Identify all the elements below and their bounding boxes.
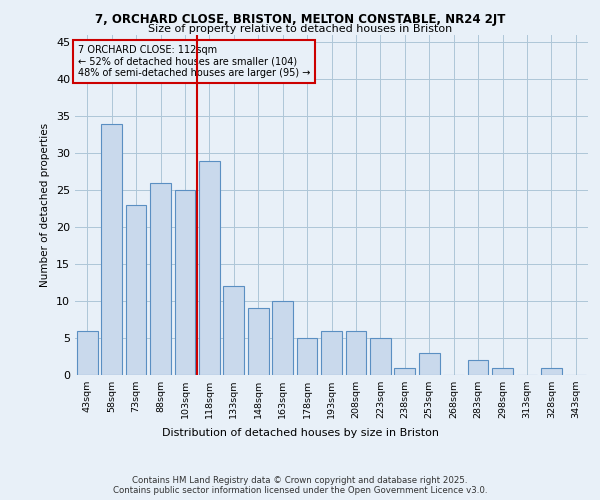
Bar (248, 308, 269, 375)
Bar (101, 124, 122, 375)
Bar (419, 353, 440, 375)
Text: Distribution of detached houses by size in Briston: Distribution of detached houses by size … (161, 428, 439, 438)
Bar (321, 330, 342, 375)
Bar (150, 183, 171, 375)
Bar (370, 338, 391, 375)
Bar (272, 301, 293, 375)
Text: 7 ORCHARD CLOSE: 112sqm
← 52% of detached houses are smaller (104)
48% of semi-d: 7 ORCHARD CLOSE: 112sqm ← 52% of detache… (77, 45, 310, 78)
Text: Size of property relative to detached houses in Briston: Size of property relative to detached ho… (148, 24, 452, 34)
Bar (467, 360, 488, 375)
Bar (175, 190, 196, 375)
Bar (394, 368, 415, 375)
Bar (223, 286, 244, 375)
Bar (199, 160, 220, 375)
Text: 7, ORCHARD CLOSE, BRISTON, MELTON CONSTABLE, NR24 2JT: 7, ORCHARD CLOSE, BRISTON, MELTON CONSTA… (95, 12, 505, 26)
Bar (541, 368, 562, 375)
Bar (125, 205, 146, 375)
Bar (77, 330, 98, 375)
Bar (492, 368, 513, 375)
Y-axis label: Number of detached properties: Number of detached properties (40, 123, 50, 287)
Text: Contains HM Land Registry data © Crown copyright and database right 2025.
Contai: Contains HM Land Registry data © Crown c… (113, 476, 487, 495)
Bar (346, 330, 367, 375)
Bar (296, 338, 317, 375)
